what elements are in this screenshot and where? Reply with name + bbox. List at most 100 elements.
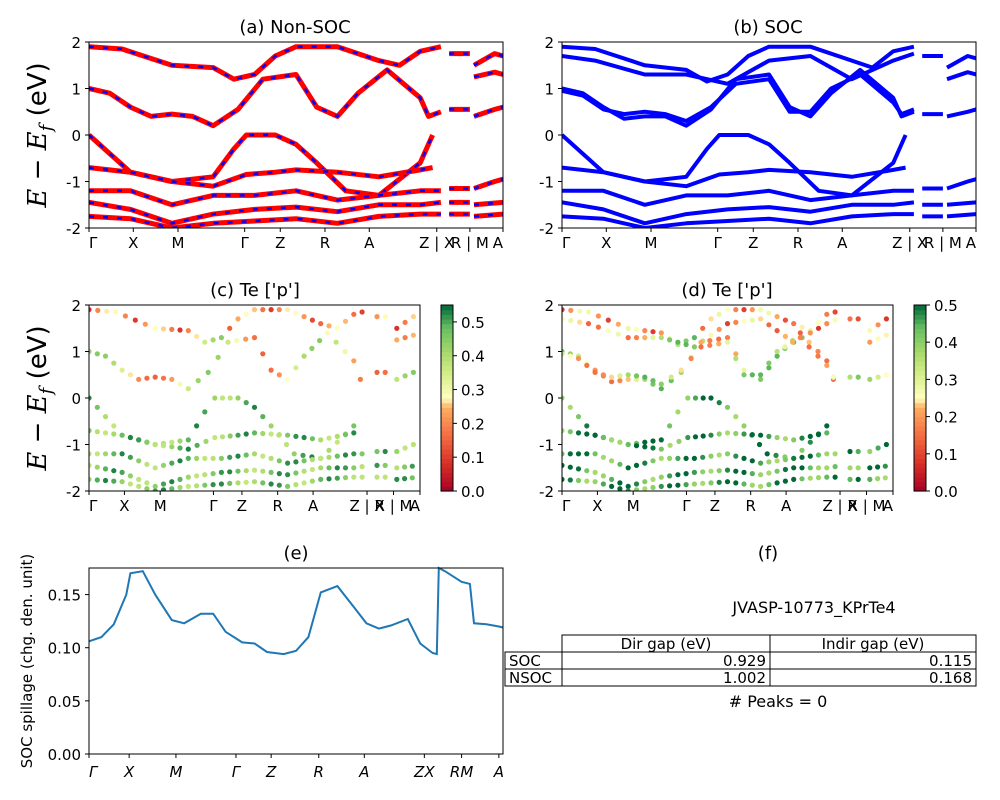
band-point <box>119 451 125 457</box>
band-point <box>575 466 582 472</box>
band-point <box>708 480 714 486</box>
colorbar-segment <box>914 370 926 376</box>
band-point <box>568 317 574 324</box>
band-point <box>658 474 664 480</box>
band-point <box>758 307 764 313</box>
band-point <box>708 316 714 322</box>
band-point <box>766 360 772 366</box>
band-point <box>824 465 830 471</box>
band-point <box>111 478 117 484</box>
band-point <box>219 395 226 401</box>
band-point <box>609 458 615 464</box>
band-point <box>268 455 274 461</box>
band-point <box>824 474 830 480</box>
plot-area <box>89 44 503 228</box>
band-point <box>202 472 208 478</box>
y-tick-label: 0 <box>544 127 554 145</box>
band-point <box>633 373 640 379</box>
band-point <box>351 430 357 436</box>
band-point <box>243 400 249 406</box>
band-point <box>791 321 797 327</box>
band-point <box>875 322 881 328</box>
y-tick-label: 2 <box>71 34 81 52</box>
band-point <box>169 376 175 382</box>
band-point <box>832 464 838 470</box>
title-b: (b) SOC <box>733 17 802 38</box>
band-line <box>946 54 976 70</box>
band-point <box>883 332 890 338</box>
band-point <box>584 478 590 484</box>
band-line <box>562 44 915 84</box>
band-point <box>111 451 117 457</box>
band-point <box>741 431 747 437</box>
x-tick-label: Γ <box>240 234 249 252</box>
band-point <box>251 430 258 436</box>
band-point <box>309 317 315 323</box>
band-point <box>683 471 689 477</box>
band-point <box>301 434 307 441</box>
band-point <box>633 487 640 491</box>
y-tick-label: 1 <box>71 81 81 99</box>
colorbar-segment <box>914 342 926 348</box>
band-line <box>946 107 976 119</box>
band-point <box>633 335 640 341</box>
band-point <box>309 345 315 351</box>
band-point <box>268 367 274 373</box>
band-point <box>402 335 408 341</box>
band-point <box>741 318 747 324</box>
band-point <box>243 452 249 458</box>
colorbar-segment <box>914 435 926 441</box>
band-point <box>160 481 167 487</box>
band-point <box>642 444 648 450</box>
band-point <box>584 431 590 437</box>
band-point <box>136 476 142 482</box>
title-f: (f) <box>758 543 778 564</box>
band-point <box>749 458 755 464</box>
band-point <box>807 453 813 459</box>
band-line <box>562 212 914 228</box>
band-point <box>160 443 167 449</box>
band-line-overlay <box>473 201 503 207</box>
table-cell: 0.929 <box>723 652 766 670</box>
band-point <box>799 447 805 453</box>
band-point <box>883 372 890 378</box>
band-point <box>642 439 648 445</box>
band-point <box>218 335 224 341</box>
band-point <box>847 374 853 380</box>
band-point <box>285 483 291 489</box>
y-tick-label: 1 <box>71 344 81 362</box>
band-point <box>791 437 797 443</box>
band-point <box>782 478 789 484</box>
band-point <box>225 339 231 345</box>
band-point <box>260 351 266 357</box>
band-point <box>799 465 805 471</box>
band-point <box>152 441 158 448</box>
colorbar-segment <box>914 305 926 311</box>
band-point <box>334 439 340 445</box>
x-tick-label: A <box>781 497 792 515</box>
band-point <box>177 484 183 491</box>
band-point <box>650 484 656 491</box>
band-point <box>301 314 307 320</box>
band-point <box>824 362 830 368</box>
band-point <box>567 353 573 359</box>
colorbar-segment <box>914 453 926 460</box>
band-point <box>799 476 805 482</box>
band-point <box>667 455 673 461</box>
band-point <box>691 344 698 350</box>
band-point <box>600 454 607 460</box>
colorbar-segment <box>441 328 453 334</box>
band-point <box>394 325 400 331</box>
band-point <box>675 482 681 488</box>
band-point <box>799 435 805 441</box>
band-line <box>89 188 441 208</box>
band-point <box>600 372 607 378</box>
band-point <box>782 436 789 442</box>
colorbar-segment <box>441 305 453 311</box>
band-point <box>625 372 631 378</box>
y-tick-label: 0.10 <box>48 640 81 658</box>
band-point <box>724 430 731 436</box>
band-point <box>169 479 175 485</box>
band-point <box>774 434 780 441</box>
